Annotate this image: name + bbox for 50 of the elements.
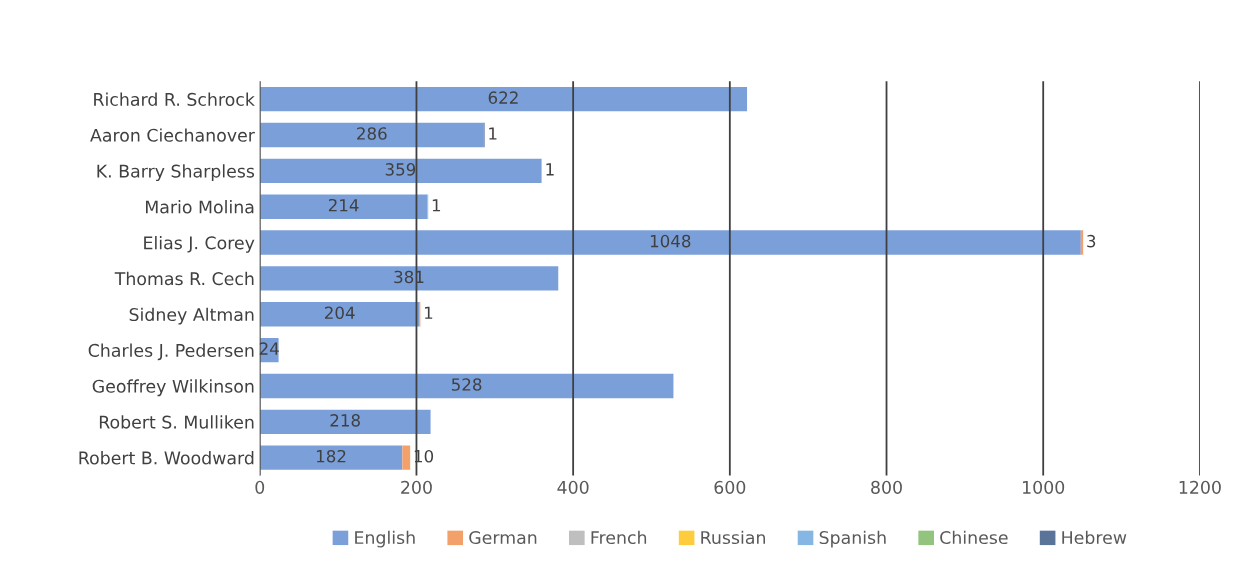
- y-tick-label: Robert S. Mulliken: [99, 415, 254, 429]
- x-tick-label: 400: [557, 480, 589, 494]
- y-tick-label: Mario Molina: [146, 200, 254, 214]
- x-tick-label: 200: [401, 480, 432, 494]
- data-label: 1: [424, 306, 433, 319]
- x-tick-label: 600: [714, 480, 746, 494]
- bar: [259, 266, 559, 291]
- y-tick-label: Aaron Ciechanover: [90, 128, 255, 142]
- data-label: 182: [316, 449, 346, 463]
- y-tick-label: Thomas R. Cech: [114, 271, 254, 286]
- data-label: 528: [451, 378, 482, 391]
- bar: [259, 122, 484, 148]
- legend-label: French: [591, 530, 647, 545]
- bar: [259, 158, 542, 184]
- x-tick-label: 0: [255, 480, 265, 494]
- data-label: 622: [488, 91, 518, 104]
- data-label: 204: [325, 306, 355, 320]
- y-tick-label: K. Barry Sharpless: [97, 164, 255, 182]
- legend-label: Chinese: [940, 530, 1008, 545]
- y-tick-label: Robert B. Woodward: [79, 451, 254, 465]
- data-label: 1: [432, 199, 441, 212]
- bar: [259, 445, 403, 470]
- legend-label: English: [355, 530, 415, 548]
- data-label: 1048: [650, 234, 691, 248]
- data-label: 359: [385, 163, 416, 176]
- data-label: 1: [489, 127, 497, 140]
- y-tick-label: Geoffrey Wilkinson: [92, 379, 254, 397]
- legend-label: Spanish: [819, 530, 886, 548]
- data-label: 218: [330, 414, 360, 427]
- legend-label: German: [469, 530, 537, 545]
- bar: [402, 445, 411, 470]
- y-tick-label: Sidney Altman: [129, 307, 254, 325]
- bar: [259, 409, 431, 435]
- data-label: 3: [1087, 234, 1096, 248]
- data-label: 286: [357, 127, 387, 140]
- y-tick-label: Richard R. Schrock: [94, 92, 255, 106]
- y-tick-label: Elias J. Corey: [144, 235, 255, 253]
- data-label: 1: [546, 163, 554, 176]
- x-tick-label: 1200: [1179, 480, 1221, 494]
- legend-label: Russian: [701, 530, 765, 545]
- y-tick-label: Charles J. Pedersen: [88, 343, 254, 361]
- bar: [259, 194, 428, 219]
- bar: [259, 230, 1081, 255]
- bar: [259, 373, 674, 399]
- bar: [259, 86, 748, 112]
- x-tick-label: 1000: [1023, 480, 1065, 494]
- bar: [259, 302, 420, 327]
- legend-label: Hebrew: [1062, 530, 1127, 545]
- data-label: 214: [328, 198, 359, 212]
- x-tick-label: 800: [871, 480, 902, 494]
